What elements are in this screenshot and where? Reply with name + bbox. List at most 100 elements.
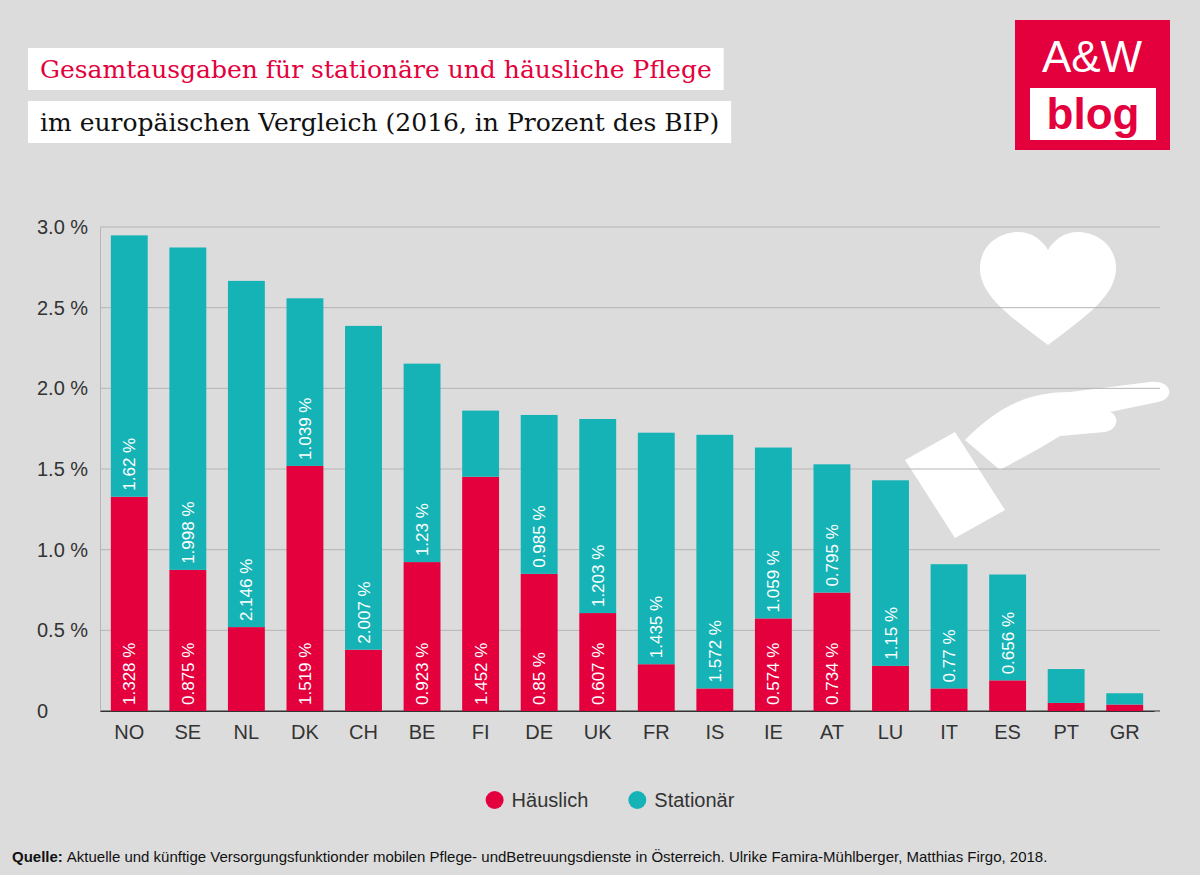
data-label: 1.23 %: [413, 503, 432, 556]
bar: [111, 497, 148, 711]
x-tick-label: SE: [174, 721, 201, 743]
data-label: 0.985 %: [530, 505, 549, 567]
y-tick-label: 1.0 %: [37, 539, 88, 561]
icon: [905, 232, 1169, 538]
x-tick-label: IS: [705, 721, 724, 743]
bar: [638, 664, 675, 711]
bar: [286, 298, 323, 466]
cuff-icon: [905, 432, 1005, 538]
bar: [404, 364, 441, 562]
x-tick: FI: [472, 711, 490, 743]
y-tick-label: 3.0 %: [37, 216, 88, 238]
x-tick-label: UK: [584, 721, 612, 743]
bar: [169, 570, 206, 711]
y-tick: 3.0 %: [37, 216, 100, 238]
data-label: 0.77 %: [940, 629, 959, 682]
x-tick-label: NL: [234, 721, 260, 743]
x-tick: NL: [234, 711, 260, 743]
bar: [931, 688, 968, 711]
x-tick-label: AT: [820, 721, 844, 743]
bar: [872, 480, 909, 666]
x-tick-label: DK: [291, 721, 319, 743]
bar: [169, 247, 206, 569]
bar: [579, 613, 616, 711]
y-tick-label: 1.5 %: [37, 458, 88, 480]
x-tick-label: BE: [409, 721, 436, 743]
data-label: 1.203 %: [589, 545, 608, 607]
bar: [696, 435, 733, 689]
source-label: Quelle:: [12, 848, 63, 865]
x-tick: PT: [1053, 711, 1079, 743]
series: [111, 466, 1143, 711]
bar: [345, 650, 382, 711]
bar: [579, 419, 616, 613]
title-background: [28, 101, 731, 143]
y-tick: 2.0 %: [37, 377, 100, 399]
y-tick: 0: [37, 700, 100, 722]
data-label: 1.059 %: [764, 550, 783, 612]
x-tick: IE: [764, 711, 783, 743]
data-label: 0.923 %: [413, 643, 432, 705]
x-tick: IS: [705, 711, 724, 743]
x-tick: SE: [174, 711, 201, 743]
x-axis-line: [101, 711, 1155, 712]
data-label: 1.519 %: [296, 643, 315, 705]
x-tick: IT: [940, 711, 958, 743]
series: [111, 235, 1143, 704]
bar: [404, 562, 441, 711]
data-label: 0.607 %: [589, 643, 608, 705]
grid-line: [100, 227, 1160, 228]
bar: [1106, 705, 1143, 711]
bar: [755, 448, 792, 619]
y-tick: 1.0 %: [37, 539, 100, 561]
bar: [931, 564, 968, 688]
data-label: 1.039 %: [296, 398, 315, 460]
legend-item: Häuslich: [486, 789, 589, 811]
data-label: 1.572 %: [706, 620, 725, 682]
y-tick-label: 0.5 %: [37, 619, 88, 641]
data-label: 2.146 %: [237, 559, 256, 621]
data-label: 0.734 %: [823, 643, 842, 705]
data-label: 1.435 %: [647, 596, 666, 658]
bar: [345, 326, 382, 650]
logo: A&Wblog: [1015, 20, 1170, 150]
data-label: 1.452 %: [472, 643, 491, 705]
x-tick: LU: [878, 711, 904, 743]
y-tick-label: 2.5 %: [37, 297, 88, 319]
bar: [462, 411, 499, 477]
data-labels: 1.328 %0.875 %1.519 %0.923 %1.452 %0.85 …: [120, 398, 1017, 705]
y-tick-label: 2.0 %: [37, 377, 88, 399]
legend-swatch: [628, 791, 646, 809]
data-label: 0.85 %: [530, 652, 549, 705]
x-tick: ES: [994, 711, 1021, 743]
data-label: 1.15 %: [882, 607, 901, 660]
logo-box: [1030, 88, 1156, 140]
y-tick: 2.5 %: [37, 297, 100, 319]
x-tick: GR: [1110, 711, 1140, 743]
bar: [813, 464, 850, 592]
bar: [1048, 703, 1085, 711]
bar: [286, 466, 323, 711]
x-tick: DK: [291, 711, 319, 743]
hand-icon: [965, 382, 1169, 470]
x-tick-label: IE: [764, 721, 783, 743]
y-tick: 1.5 %: [37, 458, 100, 480]
x-tick-label: FR: [643, 721, 670, 743]
data-label: 0.795 %: [823, 524, 842, 586]
y-axis: 3.0 % 2.5 % 2.0 % 1.5 % 1.0 % 0.5 % 0: [37, 216, 101, 722]
chart: Gesamtausgaben für stationäre und häusli…: [0, 0, 1200, 875]
title-box: Gesamtausgaben für stationäre und häusli…: [28, 48, 724, 90]
bar: [872, 666, 909, 711]
bar: [228, 281, 265, 627]
legend-swatch: [486, 791, 504, 809]
x-tick-label: FI: [472, 721, 490, 743]
bar: [521, 574, 558, 711]
title-text: Gesamtausgaben für stationäre und häusli…: [40, 55, 712, 84]
grid: [100, 227, 1160, 711]
x-tick-label: ES: [994, 721, 1021, 743]
bar: [696, 688, 733, 711]
source: Quelle:Aktuelle und künftige Versorgungs…: [12, 848, 1047, 865]
y-axis-line: [100, 228, 101, 712]
data-label: 1.62 %: [120, 438, 139, 491]
y-tick-label: 0: [37, 700, 48, 722]
